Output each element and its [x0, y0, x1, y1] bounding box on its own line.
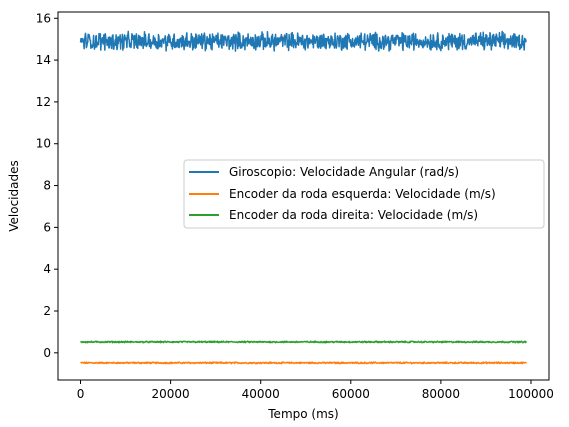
y-tick-label: 10	[36, 137, 51, 151]
x-tick-label: 100000	[508, 387, 554, 401]
legend-box	[183, 159, 545, 229]
legend-label-encoder-esquerda: Encoder da roda esquerda: Velocidade (m/…	[229, 187, 496, 201]
x-tick-label: 20000	[152, 387, 190, 401]
series-layer	[79, 30, 528, 365]
x-tick-label: 80000	[422, 387, 460, 401]
y-tick-label: 14	[36, 53, 51, 67]
x-tick-label: 60000	[332, 387, 370, 401]
x-axis-label: Tempo (ms)	[267, 407, 338, 421]
x-tick-label: 40000	[242, 387, 280, 401]
y-tick-label: 6	[43, 220, 51, 234]
legend-label-encoder-direita: Encoder da roda direita: Velocidade (m/s…	[229, 208, 478, 222]
y-axis: 0 2 4 6 8 10 12 14 16	[36, 11, 58, 360]
y-tick-label: 12	[36, 95, 51, 109]
y-tick-label: 4	[43, 262, 51, 276]
y-tick-label: 8	[43, 179, 51, 193]
y-tick-label: 2	[43, 304, 51, 318]
y-tick-label: 16	[36, 11, 51, 25]
plot-frame	[57, 11, 550, 381]
x-axis: 0 20000 40000 60000 80000 100000	[77, 380, 554, 401]
series-line-encoder-esquerda	[80, 361, 528, 365]
y-tick-label: 0	[43, 346, 51, 360]
y-axis-label: Velocidades	[7, 160, 21, 232]
series-line-encoder-direita	[79, 340, 527, 344]
legend-label-giroscopio: Giroscopio: Velocidade Angular (rad/s)	[229, 165, 459, 179]
x-tick-label: 0	[77, 387, 85, 401]
series-line-giroscopio	[79, 30, 527, 52]
legend: Giroscopio: Velocidade Angular (rad/s) E…	[183, 159, 545, 229]
